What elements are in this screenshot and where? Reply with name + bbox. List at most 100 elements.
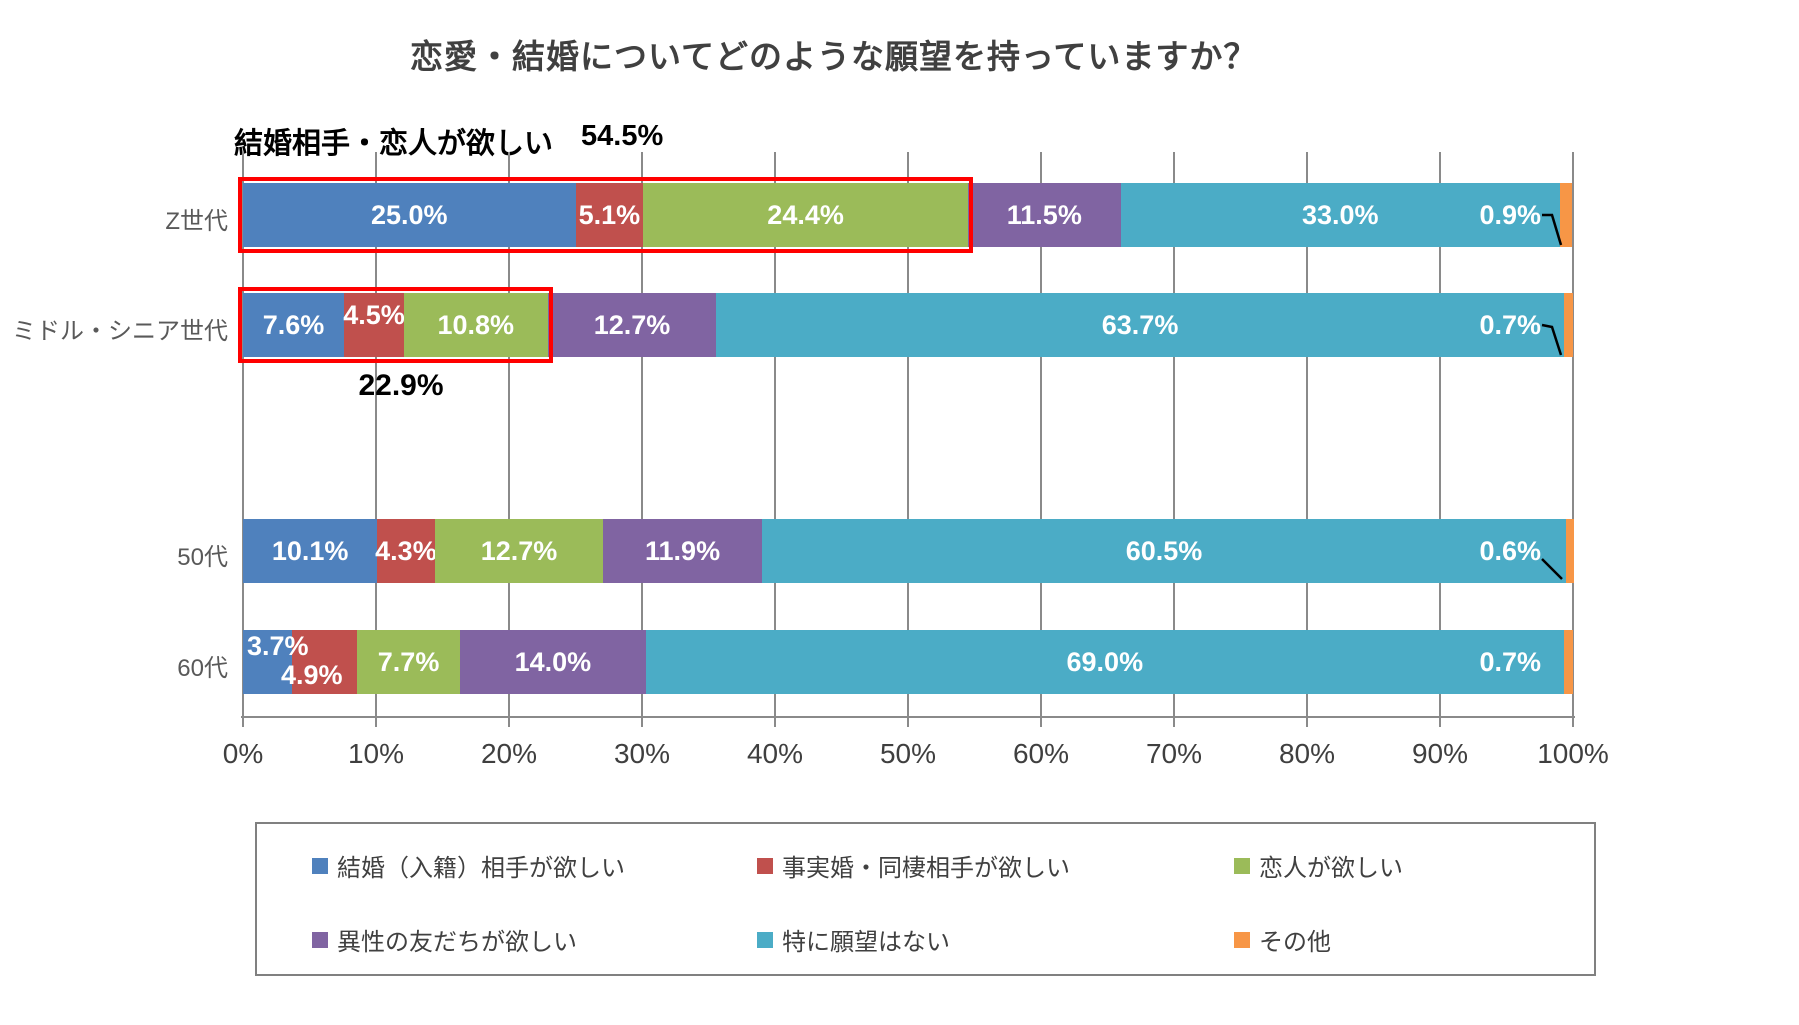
- gridline: [1040, 152, 1042, 718]
- leader-line: [1541, 323, 1563, 356]
- x-tick-label: 40%: [746, 738, 804, 769]
- bar-value-label: 4.3%: [375, 535, 437, 566]
- x-tick: [242, 718, 244, 727]
- legend-item: 恋人が欲しい: [1234, 848, 1403, 883]
- legend-marker: [1234, 931, 1250, 948]
- legend-item: 事実婚・同棲相手が欲しい: [757, 848, 1070, 883]
- x-tick: [641, 718, 643, 727]
- chart-title: 恋愛・結婚についてどのような願望を持っていますか？: [410, 38, 1258, 75]
- x-tick: [375, 718, 377, 727]
- x-tick-label: 50%: [879, 738, 937, 769]
- bar-row: 7.6% 4.5% 10.8% 12.7% 63.7% 0.7%: [243, 293, 1573, 357]
- legend-label: 事実婚・同棲相手が欲しい: [782, 855, 1070, 882]
- gridline: [375, 152, 377, 718]
- bar-segment: 11.9%: [603, 519, 762, 583]
- bar-segment: 33.0%: [1120, 183, 1560, 247]
- legend-label: 特に願望はない: [782, 929, 950, 956]
- x-tick: [1572, 718, 1574, 727]
- x-tick-label: 20%: [480, 738, 538, 769]
- highlight-box: [238, 287, 553, 363]
- bar-value-label: 11.9%: [645, 535, 721, 566]
- bar-segment: [243, 630, 293, 694]
- legend-marker: [312, 931, 328, 948]
- bar-value-label: 7.6%: [262, 309, 325, 340]
- bar-value-label: 11.5%: [1006, 199, 1082, 230]
- bar-value-label: 63.7%: [1101, 309, 1179, 340]
- bar-row: 3.7% 4.9% 7.7% 14.0% 69.0% 0.7%: [243, 630, 1573, 694]
- category-label: ミドル・シニア世代: [12, 318, 228, 345]
- x-tick-label: 80%: [1278, 738, 1336, 769]
- x-tick-label: 10%: [347, 738, 405, 769]
- bar-segment: [1566, 519, 1575, 583]
- other-value-label: 0.9%: [1479, 199, 1541, 230]
- legend-item: 特に願望はない: [757, 922, 950, 957]
- legend-marker: [312, 857, 328, 874]
- leader-line: [1542, 213, 1563, 246]
- category-label: 60代: [177, 655, 228, 682]
- other-value-label: 0.7%: [1479, 646, 1541, 677]
- bar-segment: [1563, 630, 1573, 694]
- other-value-label: 0.6%: [1479, 535, 1541, 566]
- bar-segment: 24.4%: [643, 183, 968, 247]
- x-tick-label: 90%: [1411, 738, 1469, 769]
- highlight-box: [238, 177, 973, 253]
- bar-segment: 60.5%: [761, 519, 1567, 583]
- bar-segment: 5.1%: [575, 183, 644, 247]
- gridline: [242, 152, 244, 718]
- bar-segment: 14.0%: [459, 630, 646, 694]
- bar-value-label: 3.7%: [247, 631, 309, 661]
- bar-segment: 4.3%: [375, 519, 437, 583]
- bar-segment: 10.8%: [403, 293, 548, 357]
- x-tick: [1173, 718, 1175, 727]
- category-label: Z世代: [165, 208, 228, 235]
- bar-value-label: 12.7%: [593, 309, 671, 340]
- bar-segment: 12.7%: [547, 293, 717, 357]
- bar-value-label: 4.5%: [343, 299, 405, 330]
- bar-value-label: 12.7%: [480, 535, 558, 566]
- x-tick-label: 60%: [1012, 738, 1070, 769]
- gridline: [1439, 152, 1441, 718]
- bar-value-label: 7.7%: [377, 646, 440, 677]
- x-tick: [1439, 718, 1441, 727]
- legend-marker: [1234, 857, 1250, 874]
- bar-row: 25.0% 5.1% 24.4% 11.5% 33.0% 0.9%: [243, 183, 1573, 247]
- x-tick-label: 70%: [1145, 738, 1203, 769]
- category-label: 50代: [177, 544, 228, 571]
- gridline: [1173, 152, 1175, 718]
- bar-value-label: 25.0%: [370, 199, 448, 230]
- x-tick: [774, 718, 776, 727]
- bar-segment: 7.7%: [357, 630, 460, 694]
- x-tick: [1040, 718, 1042, 727]
- legend-label: その他: [1259, 929, 1331, 956]
- gridline: [774, 152, 776, 718]
- bar-segment: 25.0%: [243, 183, 576, 247]
- bar-segment: 4.5%: [343, 293, 405, 357]
- bar-segment: [292, 630, 358, 694]
- bar-value-label: 5.1%: [578, 199, 641, 230]
- legend-marker: [757, 857, 773, 874]
- plot-area: 0% 10% 20% 30% 40% 50% 60% 70% 80% 90% 100% 25.0% 5.…: [223, 152, 1609, 769]
- bar-value-label: 24.4%: [767, 199, 844, 230]
- middle-annotation-value: 22.9%: [358, 369, 444, 402]
- gridline: [508, 152, 510, 718]
- bar-value-label: 10.8%: [437, 309, 515, 340]
- bar-value-label: 69.0%: [1066, 646, 1144, 677]
- bar-value-label: 10.1%: [271, 535, 349, 566]
- x-tick: [508, 718, 510, 727]
- gridline: [1306, 152, 1308, 718]
- bar-segment: 69.0%: [645, 630, 1564, 694]
- x-tick-label: 0%: [222, 738, 264, 769]
- bar-value-label: 60.5%: [1125, 535, 1203, 566]
- bar-segment: [1559, 183, 1572, 247]
- legend-label: 結婚（入籍）相手が欲しい: [337, 855, 625, 882]
- x-tick: [1306, 718, 1308, 727]
- legend-item: その他: [1234, 922, 1331, 957]
- other-value-label: 0.7%: [1479, 309, 1541, 340]
- legend-marker: [757, 931, 773, 948]
- x-tick-label: 100%: [1537, 738, 1609, 769]
- highlight-annotation-label: 結婚相手・恋人が欲しい: [234, 128, 554, 160]
- leader-line: [1541, 558, 1563, 580]
- gridline: [907, 152, 909, 718]
- bar-segment: 12.7%: [434, 519, 604, 583]
- highlight-annotation: 結婚相手・恋人が欲しい 54.5%: [234, 120, 663, 162]
